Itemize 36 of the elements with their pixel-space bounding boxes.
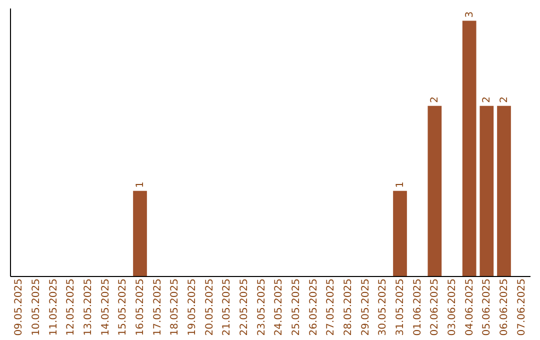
x-tick-label: 15.05.2025 bbox=[118, 278, 129, 336]
x-tick-label: 19.05.2025 bbox=[187, 278, 198, 336]
x-tick-label: 22.05.2025 bbox=[239, 278, 250, 336]
x-tick-label: 21.05.2025 bbox=[222, 278, 233, 336]
data-label: 1 bbox=[135, 182, 146, 188]
x-tick-label: 29.05.2025 bbox=[360, 278, 372, 336]
data-label: 2 bbox=[499, 96, 510, 103]
x-tick-label: 28.05.2025 bbox=[343, 278, 354, 336]
x-tick-label: 11.05.2025 bbox=[48, 278, 60, 336]
x-tick-label: 04.06.2025 bbox=[464, 278, 476, 336]
x-tick-label: 12.05.2025 bbox=[66, 278, 77, 336]
data-label: 3 bbox=[464, 11, 476, 18]
x-tick-label: 16.05.2025 bbox=[135, 278, 146, 336]
x-tick-label: 01.06.2025 bbox=[412, 278, 424, 336]
data-label: 2 bbox=[430, 96, 441, 103]
x-tick-label: 07.06.2025 bbox=[516, 278, 528, 336]
x-tick-label: 14.05.2025 bbox=[100, 278, 112, 336]
x-tick-label: 05.06.2025 bbox=[482, 278, 493, 336]
x-tick-label: 06.06.2025 bbox=[499, 278, 510, 336]
x-tick-label: 25.05.2025 bbox=[291, 278, 302, 336]
x-tick-label: 18.05.2025 bbox=[170, 278, 181, 336]
data-label: 1 bbox=[395, 182, 406, 188]
x-tick-label: 10.05.2025 bbox=[31, 278, 42, 336]
x-tick-label: 13.05.2025 bbox=[83, 278, 94, 336]
x-tick-label: 31.05.2025 bbox=[395, 278, 406, 336]
x-tick-label: 26.05.2025 bbox=[308, 278, 320, 336]
x-tick-label: 20.05.2025 bbox=[204, 278, 216, 336]
data-label: 2 bbox=[482, 96, 493, 103]
x-tick-label: 23.05.2025 bbox=[256, 278, 268, 336]
x-tick-label: 03.06.2025 bbox=[447, 278, 458, 336]
x-tick-label: 24.05.2025 bbox=[274, 278, 285, 336]
x-tick-label: 27.05.2025 bbox=[326, 278, 337, 336]
x-tick-label: 30.05.2025 bbox=[378, 278, 389, 336]
x-tick-label: 09.05.2025 bbox=[14, 278, 25, 336]
x-tick-label: 17.05.2025 bbox=[152, 278, 164, 336]
x-tick-label: 02.06.2025 bbox=[430, 278, 441, 336]
